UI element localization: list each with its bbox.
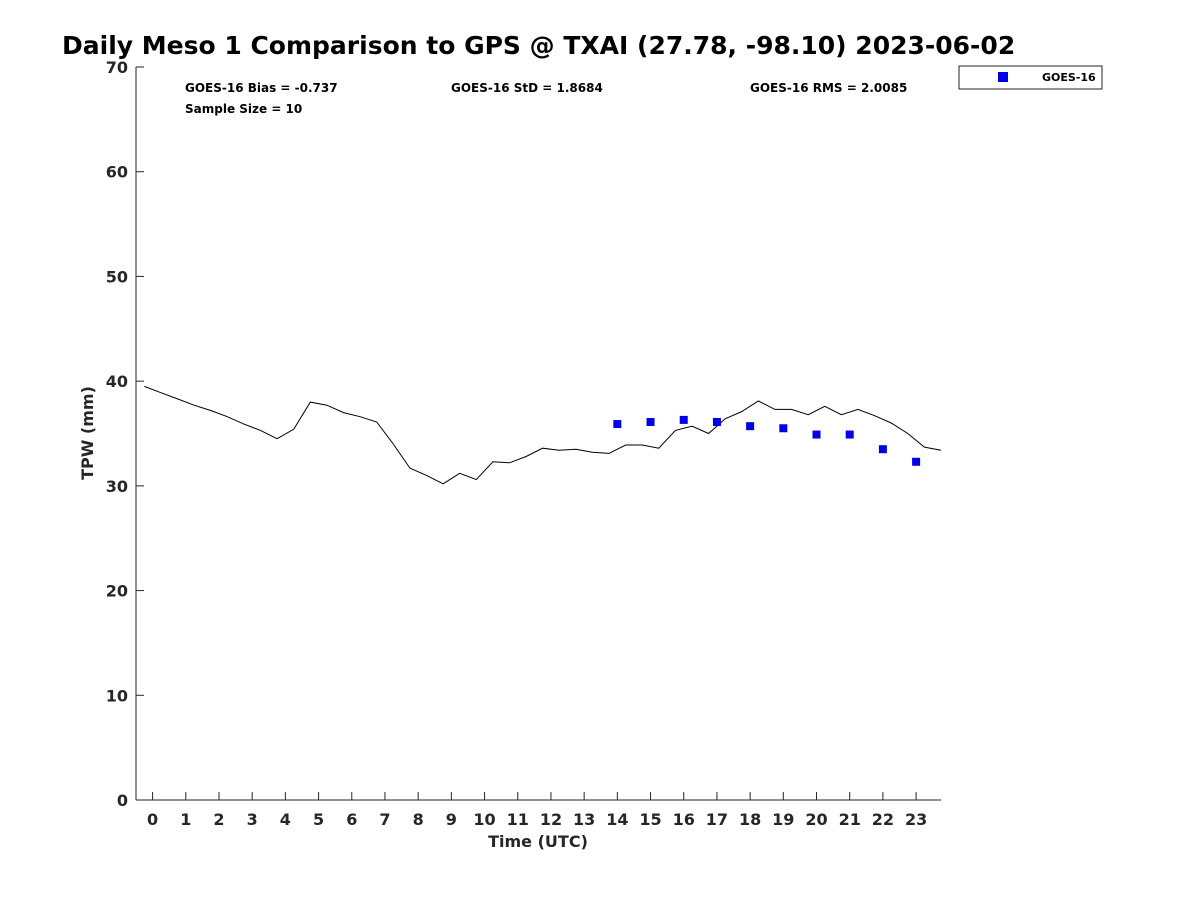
x-tick-label: 9: [446, 810, 457, 829]
x-tick-label: 21: [839, 810, 861, 829]
x-axis-ticks: 0 1 2 3 4 5 6 7 8 9 10 11 12 13 14 15 16 17 18 19 20 21 22 23: [147, 792, 927, 829]
x-tick-label: 3: [247, 810, 258, 829]
x-tick-label: 5: [313, 810, 324, 829]
x-tick-label: 7: [379, 810, 390, 829]
x-tick-label: 13: [573, 810, 595, 829]
x-tick-label: 16: [673, 810, 695, 829]
goes-16-point: [812, 430, 821, 439]
x-tick-label: 1: [180, 810, 191, 829]
stats-annotations: GOES-16 Bias = -0.737 GOES-16 StD = 1.86…: [185, 81, 907, 116]
gps-series: [144, 385, 942, 485]
goes-16-point: [912, 457, 921, 466]
x-tick-label: 8: [413, 810, 424, 829]
x-tick-label: 18: [739, 810, 761, 829]
x-tick-label: 17: [706, 810, 728, 829]
std-stat: GOES-16 StD = 1.8684: [451, 81, 603, 95]
goes-16-series: [613, 415, 921, 466]
goes-16-point: [646, 417, 655, 426]
x-tick-label: 2: [213, 810, 224, 829]
x-axis-label: Time (UTC): [488, 832, 588, 851]
sample-size-stat: Sample Size = 10: [185, 102, 302, 116]
y-tick-label: 70: [106, 58, 128, 77]
x-tick-label: 19: [772, 810, 794, 829]
legend-box: [958, 65, 1103, 90]
x-tick-label: 0: [147, 810, 158, 829]
x-tick-label: 22: [872, 810, 894, 829]
plot-area: [135, 67, 941, 801]
x-tick-label: 4: [280, 810, 291, 829]
x-tick-label: 12: [540, 810, 562, 829]
y-tick-label: 20: [106, 582, 128, 601]
x-tick-label: 6: [346, 810, 357, 829]
x-tick-label: 20: [805, 810, 827, 829]
rms-stat: GOES-16 RMS = 2.0085: [750, 81, 907, 95]
x-tick-label: 15: [639, 810, 661, 829]
legend: GOES-16: [958, 65, 1103, 90]
x-tick-label: 14: [606, 810, 628, 829]
goes-16-point: [679, 415, 688, 424]
y-tick-label: 40: [106, 372, 128, 391]
y-tick-label: 0: [117, 791, 128, 810]
goes-16-point: [613, 420, 622, 429]
x-tick-label: 10: [473, 810, 495, 829]
goes-16-point: [746, 422, 755, 431]
chart-title: Daily Meso 1 Comparison to GPS @ TXAI (2…: [62, 31, 1015, 60]
x-tick-label: 11: [507, 810, 529, 829]
bias-stat: GOES-16 Bias = -0.737: [185, 81, 338, 95]
goes-16-point: [878, 445, 887, 454]
goes-16-point: [845, 430, 854, 439]
y-tick-label: 10: [106, 686, 128, 705]
y-axis-ticks: 0 10 20 30 40 50 60 70: [106, 58, 144, 810]
y-axis-label: TPW (mm): [78, 386, 97, 480]
x-tick-label: 23: [905, 810, 927, 829]
gps-line: [144, 385, 942, 485]
y-tick-label: 30: [106, 477, 128, 496]
legend-label-goes-16: GOES-16: [1042, 71, 1096, 84]
goes-16-point: [712, 417, 721, 426]
y-tick-label: 60: [106, 163, 128, 182]
legend-marker-goes-16: [998, 72, 1008, 82]
y-tick-label: 50: [106, 267, 128, 286]
goes-16-point: [779, 424, 788, 433]
